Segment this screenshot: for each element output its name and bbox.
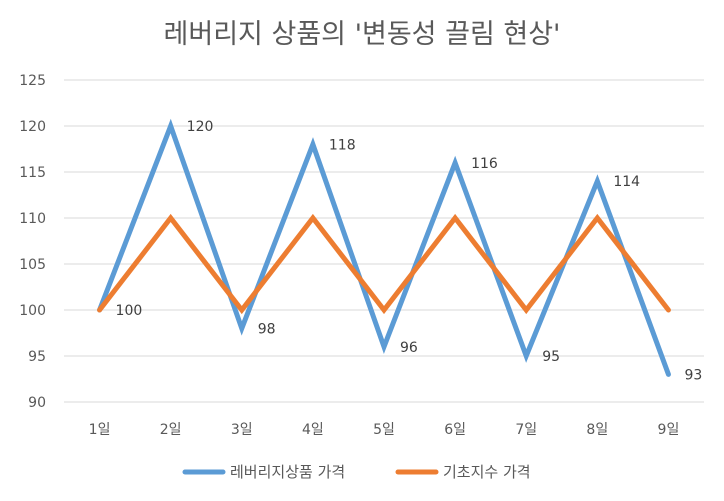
x-tick-label: 5일 [373, 422, 395, 438]
data-label: 120 [187, 119, 214, 135]
series-line-2 [97, 213, 671, 315]
x-tick-label: 8일 [586, 422, 608, 438]
x-tick-label: 1일 [89, 422, 111, 438]
x-tick-label: 6일 [444, 422, 466, 438]
legend-label: 기초지수 가격 [443, 463, 531, 481]
chart-title: 레버리지 상품의 '변동성 끌림 현상' [163, 19, 561, 50]
x-tick-label: 7일 [515, 422, 537, 438]
data-label: 95 [542, 349, 560, 365]
y-tick-label: 115 [19, 165, 46, 181]
x-tick-label: 9일 [658, 422, 680, 438]
y-tick-label: 110 [19, 211, 46, 227]
data-label: 118 [329, 137, 356, 153]
y-tick-label: 120 [19, 119, 46, 135]
data-label: 114 [613, 174, 640, 190]
y-tick-label: 125 [19, 73, 46, 89]
y-tick-label: 100 [19, 303, 46, 319]
data-label: 98 [258, 321, 276, 337]
series-line-1 [97, 118, 671, 377]
data-label: 116 [471, 156, 498, 172]
legend-label: 레버리지상품 가격 [230, 463, 345, 481]
x-tick-label: 4일 [302, 422, 324, 438]
y-tick-label: 95 [28, 349, 46, 365]
data-label: 100 [116, 303, 143, 319]
y-tick-label: 105 [19, 257, 46, 273]
data-label: 93 [684, 367, 702, 383]
data-label: 96 [400, 340, 418, 356]
x-tick-label: 3일 [231, 422, 253, 438]
x-tick-label: 2일 [160, 422, 182, 438]
y-tick-label: 90 [28, 395, 46, 411]
